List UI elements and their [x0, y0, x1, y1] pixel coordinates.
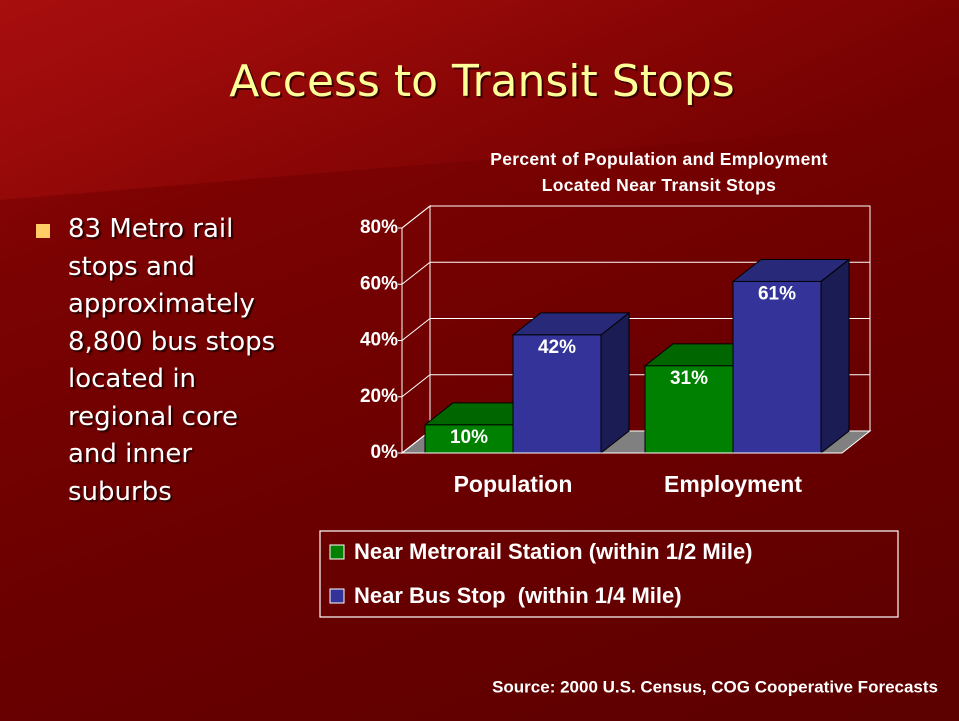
slide-title: Access to Transit Stops [229, 56, 734, 107]
legend-label: Near Bus Stop (within 1/4 Mile) [354, 583, 682, 608]
value-label: 42% [538, 337, 576, 358]
bar [731, 258, 851, 455]
legend-swatch [329, 544, 345, 560]
slide-title-shadow: Access to Transit Stops [231, 58, 736, 109]
y-tick-label: 20% [360, 386, 398, 407]
y-tick-label: 0% [371, 442, 399, 463]
y-tick-label: 40% [360, 330, 398, 351]
bullet-marker [36, 224, 50, 238]
bullet-text: 83 Metro rail stops and approximately 8,… [68, 214, 276, 507]
bar [511, 311, 631, 455]
x-tick-label: Employment [664, 471, 802, 497]
y-tick-label: 80% [360, 217, 398, 238]
x-tick-label: Population [454, 471, 573, 497]
bar-front [512, 334, 602, 454]
grid-line [401, 205, 870, 229]
grid-line [401, 318, 870, 341]
bar-side [600, 311, 630, 455]
legend-label: Near Metrorail Station (within 1/2 Mile) [354, 539, 753, 564]
background-sheen [0, 0, 959, 200]
value-label: 10% [450, 427, 488, 448]
bar-front [732, 280, 822, 454]
value-label: 61% [758, 283, 796, 304]
value-label: 31% [670, 368, 708, 389]
chart-title: Percent of Population and Employment Loc… [490, 149, 828, 195]
legend-swatch [329, 588, 345, 604]
source-note: Source: 2000 U.S. Census, COG Cooperativ… [492, 677, 938, 696]
grid-line [401, 261, 870, 285]
bar-side [820, 258, 850, 455]
y-tick-label: 60% [360, 273, 398, 294]
legend-box [319, 530, 899, 618]
